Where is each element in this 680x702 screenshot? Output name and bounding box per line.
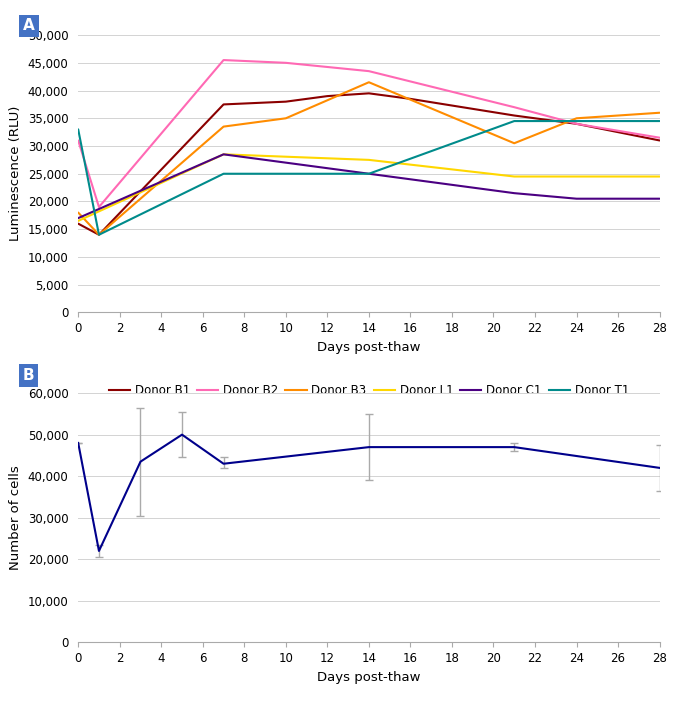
Y-axis label: Luminescence (RLU): Luminescence (RLU) [9,106,22,241]
Y-axis label: Number of cells: Number of cells [9,465,22,570]
X-axis label: Days post-thaw: Days post-thaw [317,670,421,684]
X-axis label: Days post-thaw: Days post-thaw [317,340,421,354]
Text: B: B [23,368,35,383]
Text: A: A [23,18,35,34]
Legend: Donor B1, Donor B2, Donor B3, Donor L1, Donor C1, Donor T1: Donor B1, Donor B2, Donor B3, Donor L1, … [104,379,634,402]
